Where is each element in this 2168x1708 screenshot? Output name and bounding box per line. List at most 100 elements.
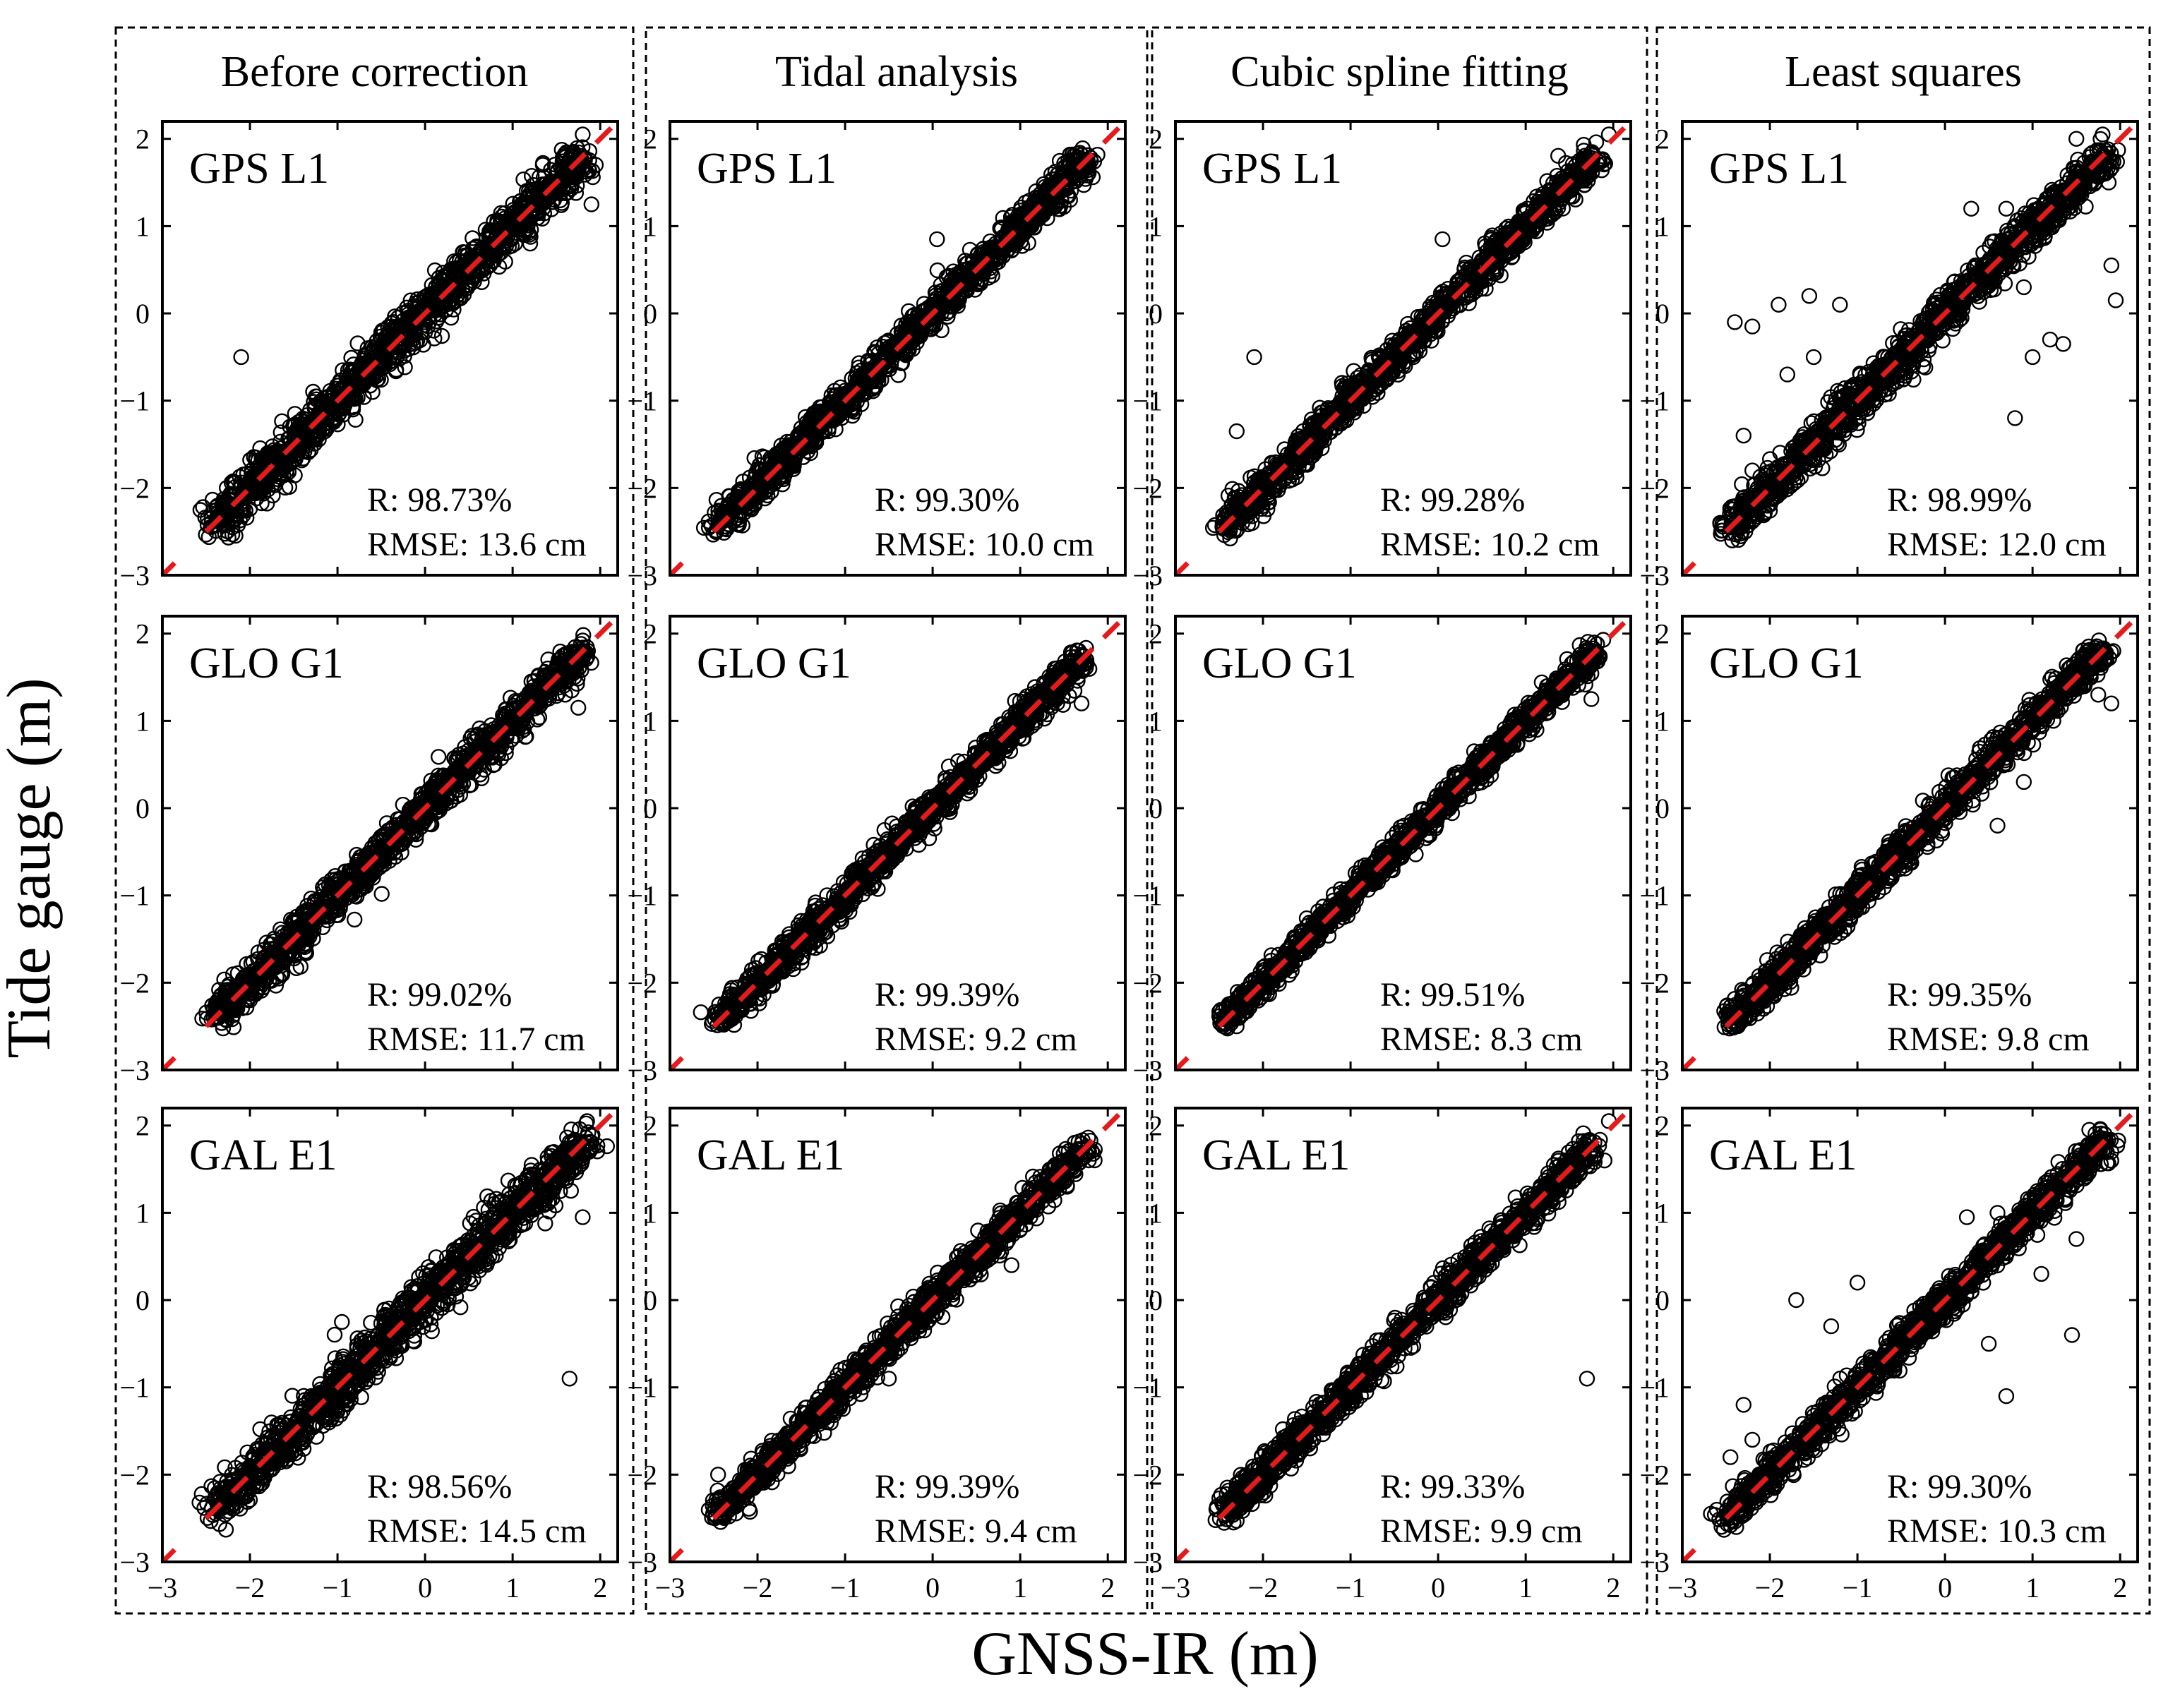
data-point	[771, 448, 788, 464]
data-point	[503, 206, 520, 222]
data-point	[965, 253, 982, 270]
data-point	[466, 273, 482, 289]
data-point	[700, 513, 717, 529]
data-point	[829, 399, 846, 416]
one-to-one-line	[204, 121, 618, 534]
rmse-label: RMSE: 10.2 cm	[1380, 526, 1600, 563]
one-to-one-line-start	[668, 561, 684, 577]
data-point	[966, 282, 983, 298]
y-tick-label: −1	[627, 385, 657, 417]
data-point	[789, 428, 806, 444]
data-point	[1005, 207, 1021, 223]
data-point	[287, 446, 304, 462]
data-point	[950, 298, 966, 314]
data-point	[277, 455, 294, 471]
column-title: Cubic spline fitting	[1230, 48, 1569, 96]
data-point	[441, 265, 457, 282]
panel-frame	[669, 120, 1127, 577]
outlier-point	[1246, 349, 1262, 366]
data-point	[220, 529, 236, 546]
correlation-label: R: 98.73%	[367, 481, 512, 519]
data-point	[397, 359, 413, 375]
data-point	[493, 208, 510, 225]
data-point	[972, 255, 989, 272]
data-point	[437, 286, 453, 303]
data-point	[938, 305, 954, 322]
data-point	[417, 324, 433, 340]
y-tick-label: −3	[119, 560, 150, 591]
data-point	[1018, 221, 1035, 237]
y-tick-label: 2	[136, 124, 150, 155]
data-point	[370, 371, 386, 387]
data-point	[820, 423, 837, 440]
data-point	[770, 461, 787, 477]
data-point	[851, 359, 867, 375]
y-tick-label: −2	[627, 472, 657, 504]
data-point	[946, 272, 963, 289]
y-tick-label: 1	[1149, 210, 1163, 242]
data-point	[293, 416, 310, 432]
data-point	[421, 302, 438, 318]
data-point	[522, 229, 539, 245]
data-point	[275, 453, 292, 470]
y-tick-label: 0	[1149, 298, 1163, 330]
data-point	[430, 310, 447, 326]
data-point	[993, 219, 1010, 236]
y-tick-label: 1	[643, 210, 657, 242]
data-point	[1075, 176, 1092, 193]
data-point	[345, 356, 362, 373]
data-point	[1566, 167, 1583, 184]
data-point	[251, 485, 268, 501]
data-point	[265, 476, 282, 492]
data-point	[273, 424, 289, 440]
data-point	[440, 294, 457, 310]
data-point	[1064, 146, 1080, 163]
data-point	[433, 327, 450, 344]
data-point	[318, 421, 335, 437]
data-point	[224, 486, 241, 503]
data-point	[708, 492, 725, 508]
correlation-label: R: 99.28%	[1380, 481, 1525, 519]
y-tick-label: −1	[1132, 385, 1163, 417]
rmse-label: RMSE: 13.6 cm	[367, 526, 587, 563]
data-point	[866, 365, 882, 382]
data-point	[1002, 217, 1019, 234]
column-group-box	[1655, 26, 2151, 1615]
data-point	[306, 401, 323, 417]
y-tick-label: −3	[627, 560, 657, 591]
outlier-point	[583, 196, 599, 212]
one-to-one-line-start	[160, 561, 176, 577]
data-point	[216, 501, 232, 517]
outlier-point	[575, 126, 591, 143]
one-to-one-line-start	[1173, 561, 1190, 577]
data-point	[349, 335, 366, 351]
y-tick-label: −1	[119, 385, 150, 417]
data-point	[943, 284, 960, 301]
y-tick-label: 2	[1149, 124, 1163, 155]
data-point	[331, 404, 348, 421]
data-point	[343, 349, 359, 366]
data-point	[192, 502, 209, 518]
signal-label: GPS L1	[189, 145, 329, 193]
data-point	[736, 494, 752, 511]
data-point	[738, 492, 755, 508]
data-point	[347, 411, 364, 428]
signal-label: GPS L1	[1202, 145, 1342, 193]
data-point	[373, 351, 390, 368]
data-point	[368, 368, 384, 385]
data-point	[522, 185, 539, 202]
data-point	[198, 527, 214, 543]
column-title: Least squares	[1785, 48, 2022, 96]
y-tick-label: −2	[119, 472, 150, 504]
rmse-label: RMSE: 10.0 cm	[875, 526, 1094, 563]
data-point	[878, 350, 895, 366]
data-point	[319, 390, 335, 406]
data-point	[440, 284, 456, 301]
data-point	[460, 261, 476, 277]
y-tick-label: 0	[136, 298, 150, 330]
data-point	[461, 258, 478, 275]
data-point	[258, 461, 275, 478]
column-group-box	[645, 26, 1149, 1615]
